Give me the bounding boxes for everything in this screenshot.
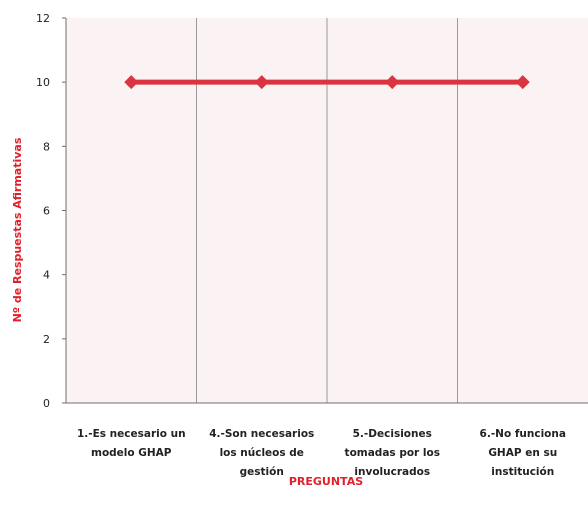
y-tick-label: 10 [36,76,50,89]
y-tick-label: 2 [43,333,50,346]
data-point-marker [124,75,139,90]
x-tick-label: 1.-Es necesario un modelo GHAP [77,428,186,459]
data-point-marker [254,75,269,90]
x-tick-label: 5.-Decisiones tomadas por los involucrados [345,428,440,478]
data-point-marker [385,75,400,90]
y-tick-label: 4 [43,269,50,282]
y-tick-label: 12 [36,12,50,25]
data-point-marker [515,75,530,90]
x-tick-label: 6.-No funciona GHAP en su institución [480,428,566,478]
x-tick-label: 4.-Son necesarios los núcleos de gestión [209,428,314,478]
y-tick-label: 0 [43,397,50,410]
x-axis-title: PREGUNTAS [289,475,363,488]
y-tick-label: 8 [43,140,50,153]
y-tick-label: 6 [43,205,50,218]
y-axis-title: Nº de Respuestas Afirmativas [11,137,24,322]
